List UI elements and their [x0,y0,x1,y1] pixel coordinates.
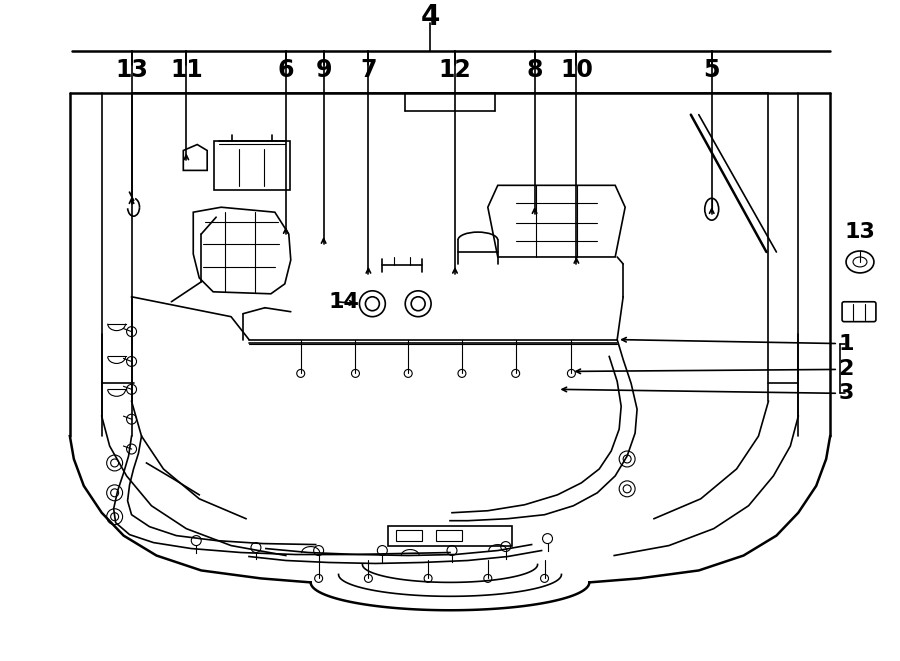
Polygon shape [184,145,207,171]
Text: 9: 9 [315,58,332,82]
Bar [388,525,512,545]
Bar [436,529,462,541]
Polygon shape [488,185,626,257]
Text: 10: 10 [560,58,593,82]
Polygon shape [194,207,291,293]
Bar [214,141,290,190]
Text: 13: 13 [844,222,876,242]
Circle shape [359,291,385,317]
Text: 8: 8 [526,58,543,82]
Circle shape [405,291,431,317]
Ellipse shape [846,251,874,273]
FancyBboxPatch shape [842,302,876,322]
Text: 12: 12 [438,58,472,82]
Text: 3: 3 [839,383,854,403]
Text: 7: 7 [360,58,376,82]
Text: 5: 5 [704,58,720,82]
Text: 1: 1 [838,334,854,354]
Text: 2: 2 [839,360,854,379]
Text: 13: 13 [115,58,148,82]
Text: 11: 11 [170,58,202,82]
Text: 4: 4 [420,3,440,31]
Text: 14: 14 [328,292,359,312]
Text: 6: 6 [277,58,294,82]
Bar [396,529,422,541]
